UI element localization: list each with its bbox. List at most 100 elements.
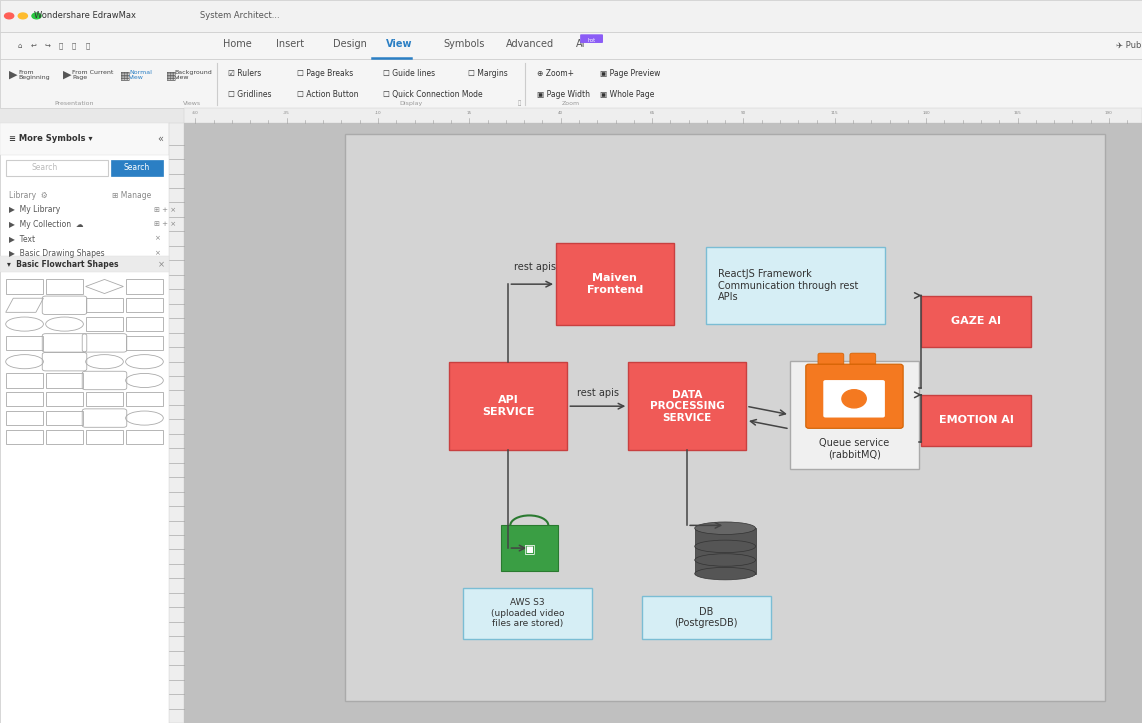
Text: ▶  Basic Drawing Shapes: ▶ Basic Drawing Shapes xyxy=(9,249,105,257)
FancyBboxPatch shape xyxy=(0,123,169,155)
Text: Normal
View: Normal View xyxy=(129,69,152,80)
Text: ⊕ Zoom+: ⊕ Zoom+ xyxy=(537,69,573,77)
Text: 💾: 💾 xyxy=(58,42,63,49)
Text: ▣: ▣ xyxy=(523,543,536,556)
Circle shape xyxy=(18,13,27,19)
Text: From Current
Page: From Current Page xyxy=(72,69,113,80)
FancyBboxPatch shape xyxy=(0,32,1142,59)
Text: ▣ Page Preview: ▣ Page Preview xyxy=(600,69,660,77)
Text: Views: Views xyxy=(183,101,201,106)
Text: -10: -10 xyxy=(375,111,381,115)
FancyBboxPatch shape xyxy=(790,361,919,469)
Text: ▦: ▦ xyxy=(166,70,176,80)
Text: ▾  Basic Flowchart Shapes: ▾ Basic Flowchart Shapes xyxy=(7,260,119,269)
Text: ⊞ + ×: ⊞ + × xyxy=(154,207,176,213)
Text: ☑ Rulers: ☑ Rulers xyxy=(228,69,262,77)
Text: ×: × xyxy=(154,250,160,256)
Circle shape xyxy=(32,13,41,19)
Text: API
SERVICE: API SERVICE xyxy=(482,395,534,417)
Text: 140: 140 xyxy=(923,111,930,115)
Text: rest apis: rest apis xyxy=(515,262,556,272)
Text: «: « xyxy=(158,134,163,144)
FancyBboxPatch shape xyxy=(642,596,771,639)
Text: ⧉: ⧉ xyxy=(518,100,521,106)
Text: Background
view: Background view xyxy=(175,69,212,80)
Text: -35: -35 xyxy=(283,111,290,115)
FancyBboxPatch shape xyxy=(184,123,1142,723)
FancyBboxPatch shape xyxy=(501,526,557,570)
FancyBboxPatch shape xyxy=(169,123,184,723)
FancyBboxPatch shape xyxy=(694,529,756,573)
Text: 40: 40 xyxy=(558,111,563,115)
FancyBboxPatch shape xyxy=(0,0,1142,32)
FancyBboxPatch shape xyxy=(6,160,108,176)
Text: ▣ Whole Page: ▣ Whole Page xyxy=(600,90,654,99)
Text: DATA
PROCESSING
SERVICE: DATA PROCESSING SERVICE xyxy=(650,390,724,423)
Text: 15: 15 xyxy=(467,111,472,115)
Text: ▶  My Collection  ☁: ▶ My Collection ☁ xyxy=(9,220,83,228)
Ellipse shape xyxy=(694,522,756,534)
FancyBboxPatch shape xyxy=(345,134,1105,701)
Text: ⊞ Manage: ⊞ Manage xyxy=(112,191,151,200)
Text: ⊞ + ×: ⊞ + × xyxy=(154,221,176,227)
Text: Queue service
(rabbitMQ): Queue service (rabbitMQ) xyxy=(819,438,890,460)
Text: ▣ Page Width: ▣ Page Width xyxy=(537,90,589,99)
Text: 190: 190 xyxy=(1105,111,1112,115)
Text: AWS S3
(uploaded video
files are stored): AWS S3 (uploaded video files are stored) xyxy=(491,599,564,628)
FancyBboxPatch shape xyxy=(0,123,169,723)
Text: GAZE AI: GAZE AI xyxy=(951,316,1002,326)
FancyBboxPatch shape xyxy=(0,256,169,272)
Text: ⧉: ⧉ xyxy=(86,42,90,49)
Text: Zoom: Zoom xyxy=(562,101,580,106)
Text: Display: Display xyxy=(400,101,423,106)
Text: ☐ Gridlines: ☐ Gridlines xyxy=(228,90,272,99)
FancyBboxPatch shape xyxy=(450,362,568,450)
FancyBboxPatch shape xyxy=(850,353,876,386)
Text: Insert: Insert xyxy=(276,39,305,49)
Text: Wondershare EdrawMax: Wondershare EdrawMax xyxy=(34,12,136,20)
Text: ▦: ▦ xyxy=(120,70,130,80)
Text: From
Beginning: From Beginning xyxy=(18,69,50,80)
FancyBboxPatch shape xyxy=(806,364,903,428)
Circle shape xyxy=(842,390,867,408)
Ellipse shape xyxy=(694,568,756,580)
Text: System Architect...: System Architect... xyxy=(200,12,280,20)
Ellipse shape xyxy=(694,554,756,566)
Text: ✈ Publish: ✈ Publish xyxy=(1116,41,1142,50)
Text: Advanced: Advanced xyxy=(506,39,554,49)
Text: Search: Search xyxy=(32,163,58,172)
FancyBboxPatch shape xyxy=(628,362,746,450)
Text: Home: Home xyxy=(223,39,251,49)
Text: Presentation: Presentation xyxy=(55,101,94,106)
Text: -60: -60 xyxy=(192,111,199,115)
Text: Design: Design xyxy=(333,39,368,49)
Text: 165: 165 xyxy=(1014,111,1021,115)
FancyBboxPatch shape xyxy=(823,380,885,417)
Text: ☐ Guide lines: ☐ Guide lines xyxy=(383,69,435,77)
Text: EMOTION AI: EMOTION AI xyxy=(939,416,1014,425)
Text: 65: 65 xyxy=(650,111,654,115)
Text: DB
(PostgresDB): DB (PostgresDB) xyxy=(675,607,738,628)
Text: ×: × xyxy=(154,236,160,241)
Text: Symbols: Symbols xyxy=(443,39,484,49)
Text: Search: Search xyxy=(124,163,150,172)
Text: rest apis: rest apis xyxy=(577,388,619,398)
Text: ▶: ▶ xyxy=(63,70,71,80)
Text: ↪: ↪ xyxy=(45,43,50,48)
Text: Maiven
Frontend: Maiven Frontend xyxy=(587,273,643,295)
FancyBboxPatch shape xyxy=(920,296,1031,346)
Text: 90: 90 xyxy=(741,111,746,115)
FancyBboxPatch shape xyxy=(706,247,885,324)
Text: ⌂: ⌂ xyxy=(17,43,22,48)
Text: ▶: ▶ xyxy=(9,70,17,80)
FancyBboxPatch shape xyxy=(580,34,603,43)
Text: 🖨: 🖨 xyxy=(72,42,77,49)
Text: View: View xyxy=(386,39,412,49)
Text: ☐ Page Breaks: ☐ Page Breaks xyxy=(297,69,353,77)
FancyBboxPatch shape xyxy=(463,588,592,639)
Circle shape xyxy=(5,13,14,19)
FancyBboxPatch shape xyxy=(111,160,163,176)
Text: ☐ Margins: ☐ Margins xyxy=(468,69,508,77)
Text: ▶  My Library: ▶ My Library xyxy=(9,205,61,214)
FancyBboxPatch shape xyxy=(184,108,1142,123)
